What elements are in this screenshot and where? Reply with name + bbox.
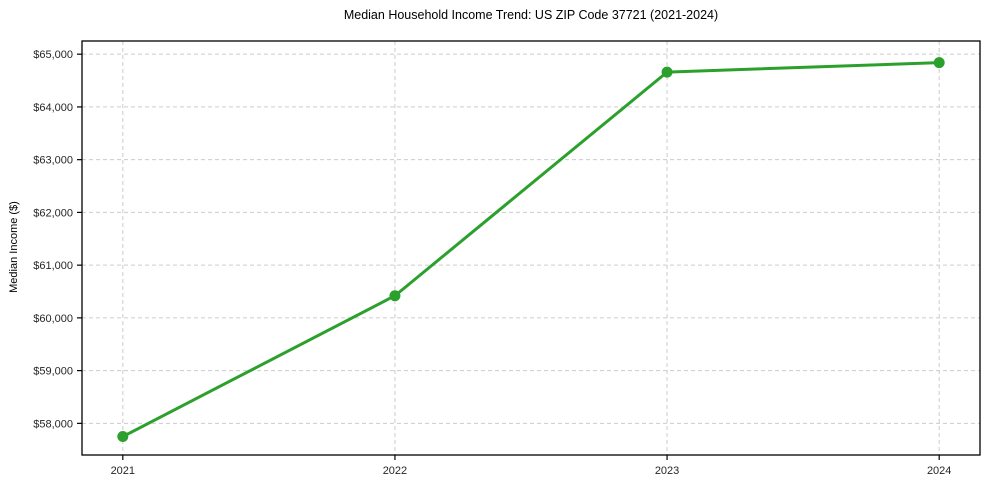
- y-tick-label: $62,000: [33, 207, 73, 219]
- y-tick-label: $58,000: [33, 418, 73, 430]
- income-trend-line: [121, 61, 941, 439]
- y-tick-label: $65,000: [33, 49, 73, 61]
- plot-border: [81, 40, 981, 456]
- x-tick-label: 2023: [655, 465, 679, 477]
- y-tick-label: $61,000: [33, 260, 73, 272]
- data-point-marker: [933, 57, 945, 69]
- x-tick-label: 2022: [383, 465, 407, 477]
- y-tick-label: $63,000: [33, 155, 73, 167]
- y-tick-label: $64,000: [33, 102, 73, 114]
- data-point-marker: [389, 290, 401, 302]
- data-point-marker: [661, 66, 673, 78]
- x-tick-label: 2024: [927, 465, 951, 477]
- x-tick-label: 2021: [111, 465, 135, 477]
- y-tick-label: $60,000: [33, 313, 73, 325]
- chart-title: Median Household Income Trend: US ZIP Co…: [343, 8, 719, 22]
- y-tick-label: $59,000: [33, 366, 73, 378]
- data-point-marker: [117, 431, 129, 443]
